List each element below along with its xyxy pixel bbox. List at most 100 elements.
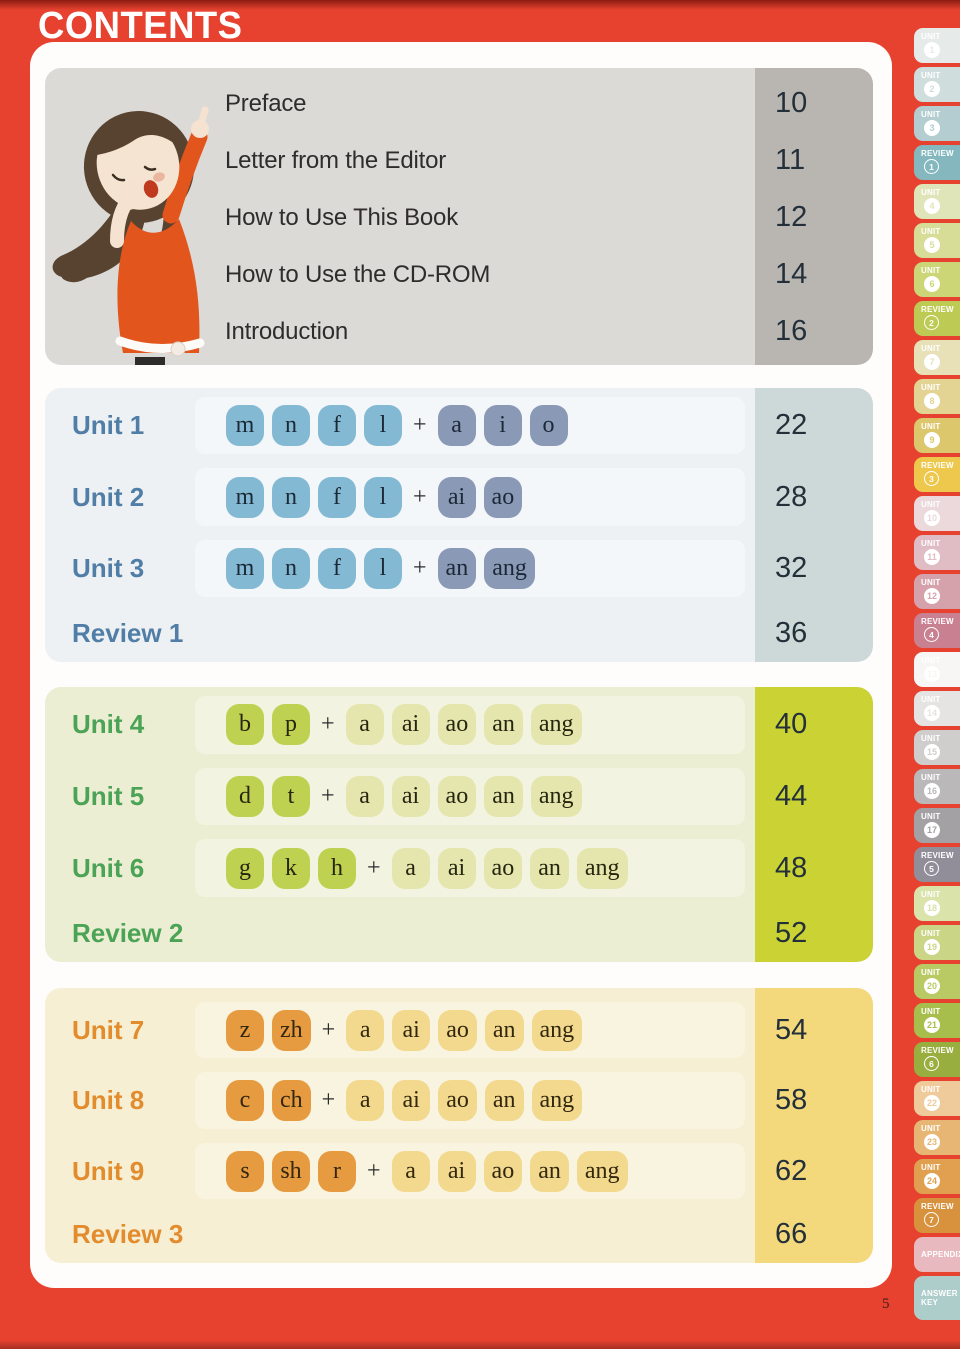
- pinyin-final-chip: a: [391, 847, 430, 889]
- pinyin-chips: b p + a ai ao an ang: [226, 704, 582, 746]
- front-matter-panel: Preface 10 Letter from the Editor 11 How…: [45, 68, 873, 365]
- plus-sign: +: [321, 783, 335, 810]
- pinyin-initial-chip: s: [226, 1150, 264, 1192]
- front-matter-row: How to Use the CD-ROM 14: [45, 246, 873, 303]
- pinyin-final-chip: ai: [437, 476, 476, 518]
- pinyin-initial-chip: m: [226, 476, 264, 518]
- pinyin-initial-chip: f: [318, 548, 356, 590]
- tab-number: 14: [924, 705, 940, 721]
- page-number: 32: [775, 552, 808, 585]
- toc-row: Unit 1 m n f l + a i o 22: [45, 390, 873, 461]
- toc-row: Unit 4 b p + a ai ao an ang 40: [45, 689, 873, 761]
- tab-label: UNIT: [921, 929, 941, 938]
- toc-row: Review 2 52: [45, 904, 873, 962]
- tab-label: UNIT: [921, 383, 941, 392]
- pinyin-initial-chip: t: [272, 776, 310, 818]
- tab-label: ANSWER: [921, 1289, 958, 1298]
- tab-unit-19: UNIT 19: [914, 925, 960, 960]
- pinyin-initial-chip: f: [318, 405, 356, 447]
- pinyin-initial-chip: n: [272, 405, 310, 447]
- unit-label: Review 2: [72, 917, 184, 948]
- pinyin-final-chip: ai: [437, 1150, 476, 1192]
- tab-label: KEY: [921, 1298, 939, 1307]
- pinyin-chips: m n f l + a i o: [226, 405, 568, 447]
- girl-illustration: [52, 106, 209, 365]
- plus-sign: +: [321, 1087, 336, 1114]
- pinyin-initial-chip: p: [272, 704, 310, 746]
- tab-unit-17: UNIT 17: [914, 808, 960, 843]
- tab-label: UNIT: [921, 1124, 941, 1133]
- pinyin-final-chip: an: [530, 1150, 569, 1192]
- tab-number: 1: [924, 42, 940, 58]
- tab-unit-10: UNIT 10: [914, 496, 960, 531]
- pinyin-final-chip: o: [529, 405, 568, 447]
- pinyin-initial-chip: z: [226, 1009, 264, 1051]
- tab-label: REVIEW: [921, 851, 954, 860]
- pinyin-final-chip: ao: [483, 1150, 523, 1192]
- pinyin-final-chip: an: [484, 1009, 524, 1051]
- pinyin-final-chip: an: [437, 548, 477, 590]
- tab-unit-15: UNIT 15: [914, 730, 960, 765]
- plus-sign: +: [413, 483, 427, 510]
- tab-number: 16: [924, 783, 940, 799]
- tab-label: REVIEW: [921, 617, 954, 626]
- tab-unit-12: UNIT 12: [914, 574, 960, 609]
- front-matter-row: Preface 10: [45, 75, 873, 132]
- pinyin-initial-chip: sh: [272, 1150, 310, 1192]
- pinyin-final-chip: ai: [391, 776, 430, 818]
- pinyin-chips: d t + a ai ao an ang: [226, 776, 582, 818]
- tab-label: UNIT: [921, 227, 941, 236]
- pinyin-initial-chip: n: [272, 476, 310, 518]
- front-matter-label: How to Use This Book: [225, 203, 458, 231]
- tab-label: UNIT: [921, 578, 941, 587]
- pinyin-initial-chip: m: [226, 405, 264, 447]
- plus-sign: +: [321, 711, 335, 738]
- pinyin-chips: m n f l + an ang: [226, 548, 535, 590]
- tab-label: UNIT: [921, 422, 941, 431]
- pinyin-final-chip: ang: [531, 1009, 583, 1051]
- tab-number: 21: [924, 1017, 940, 1033]
- pinyin-final-chip: a: [345, 776, 384, 818]
- tab-unit-11: UNIT 11: [914, 535, 960, 570]
- page-number: 12: [775, 201, 808, 233]
- pinyin-final-chip: an: [484, 1080, 524, 1122]
- pinyin-final-chip: ao: [438, 1009, 477, 1051]
- tab-label: REVIEW: [921, 149, 954, 158]
- tab-label: REVIEW: [921, 461, 954, 470]
- unit-label: Unit 4: [72, 709, 145, 740]
- tab-label: UNIT: [921, 539, 941, 548]
- front-matter-row: Letter from the Editor 11: [45, 132, 873, 189]
- tab-unit-2: UNIT 2: [914, 67, 960, 102]
- toc-row: Unit 3 m n f l + an ang 32: [45, 533, 873, 604]
- tab-number: 2: [924, 81, 940, 97]
- pinyin-final-chip: ang: [576, 1150, 628, 1192]
- section-units-1-3: Unit 1 m n f l + a i o 22 Unit 2 m n f l + ai ao 28 U…: [45, 388, 873, 662]
- pinyin-final-chip: i: [483, 405, 522, 447]
- page-top-shade: [0, 0, 960, 10]
- toc-row: Unit 6 g k h + a ai ao an ang 48: [45, 832, 873, 904]
- front-matter-rows: Preface 10 Letter from the Editor 11 How…: [45, 75, 873, 360]
- tab-number: 5: [924, 861, 939, 876]
- pinyin-initial-chip: f: [318, 476, 356, 518]
- tab-number: 2: [924, 315, 939, 330]
- pinyin-final-chip: ao: [438, 1080, 477, 1122]
- pinyin-final-chip: ang: [484, 548, 535, 590]
- pinyin-chips: m n f l + ai ao: [226, 476, 523, 518]
- tab-unit-22: UNIT 22: [914, 1081, 960, 1116]
- tab-review-4: REVIEW 4: [914, 613, 960, 648]
- tab-number: 8: [924, 393, 940, 409]
- tab-number: 10: [924, 510, 940, 526]
- toc-row: Unit 2 m n f l + ai ao 28: [45, 461, 873, 532]
- pinyin-initial-chip: n: [272, 548, 310, 590]
- tab-unit-18: UNIT 18: [914, 886, 960, 921]
- unit-label: Unit 9: [72, 1155, 145, 1186]
- pinyin-chips: s sh r + a ai ao an ang: [226, 1150, 628, 1192]
- page-number: 10: [775, 87, 808, 119]
- tab-unit-14: UNIT 14: [914, 691, 960, 726]
- tab-unit-6: UNIT 6: [914, 262, 960, 297]
- front-matter-label: Letter from the Editor: [225, 146, 447, 174]
- tab-label: UNIT: [921, 773, 941, 782]
- plus-sign: +: [367, 854, 381, 881]
- tab-label: REVIEW: [921, 305, 954, 314]
- tab-unit-21: UNIT 21: [914, 1003, 960, 1038]
